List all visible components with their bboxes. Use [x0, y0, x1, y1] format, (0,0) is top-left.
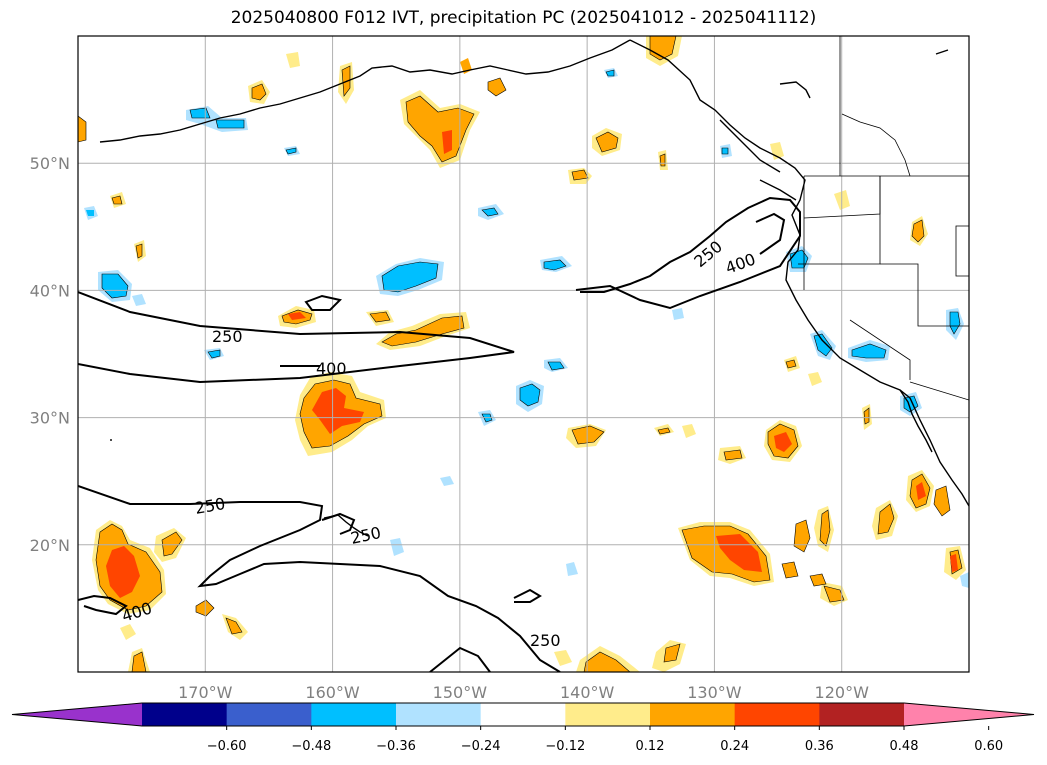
map-title: 2025040800 F012 IVT, precipitation PC (2… [230, 8, 817, 28]
colorbar-segment [480, 703, 566, 726]
lat-tick-label: 20°N [30, 536, 70, 555]
colorbar-tick-label: 0.60 [974, 739, 1003, 754]
colorbar-segment [734, 703, 820, 726]
contour-label: 250 [530, 631, 561, 650]
colorbar-segment [819, 703, 905, 726]
longitude-tick-labels: 170°W 160°W 150°W 140°W 130°W 120°W [178, 683, 869, 702]
lat-tick-label: 50°N [30, 154, 70, 173]
lon-tick-label: 150°W [433, 683, 488, 702]
map-gridlines [78, 36, 969, 672]
precip-positive-shading [78, 36, 966, 672]
latitude-tick-labels: 20°N 30°N 40°N 50°N [30, 154, 70, 555]
colorbar-tick-label: −0.48 [291, 739, 331, 754]
lon-tick-label: 130°W [687, 683, 742, 702]
colorbar: −0.60 −0.48 −0.36 −0.24 −0.12 0.12 0.24 0.36 0.4… [11, 702, 1035, 754]
colorbar-tick-label: −0.12 [545, 739, 585, 754]
colorbar-tick-label: −0.36 [376, 739, 416, 754]
colorbar-tick-label: 0.12 [636, 739, 665, 754]
lat-tick-label: 40°N [30, 281, 70, 300]
colorbar-tick-label: 0.24 [720, 739, 749, 754]
colorbar-segment [650, 703, 736, 726]
colorbar-segment [565, 703, 651, 726]
colorbar-segment [226, 703, 312, 726]
ivt-contours [78, 196, 801, 672]
colorbar-segment [396, 703, 482, 726]
colorbar-tick-label: 0.36 [805, 739, 834, 754]
lon-tick-label: 160°W [305, 683, 360, 702]
lon-tick-label: 120°W [815, 683, 870, 702]
map-frame [77, 35, 970, 673]
lon-tick-label: 140°W [560, 683, 615, 702]
contour-label: 400 [316, 359, 347, 378]
colorbar-tick-label: −0.24 [461, 739, 501, 754]
colorbar-extend-min [12, 703, 142, 726]
colorbar-segment [311, 703, 397, 726]
colorbar-outline [11, 702, 1035, 727]
colorbar-extend-max [904, 703, 1034, 726]
colorbar-tick-label: 0.48 [890, 739, 919, 754]
contour-label: 250 [212, 327, 243, 346]
map-area: 250 400 250 400 250 250 400 250 [78, 36, 969, 672]
colorbar-tick-label: −0.60 [207, 739, 247, 754]
lat-tick-label: 30°N [30, 409, 70, 428]
colorbar-segment [142, 703, 228, 726]
lon-tick-label: 170°W [178, 683, 233, 702]
political-borders [798, 36, 969, 401]
